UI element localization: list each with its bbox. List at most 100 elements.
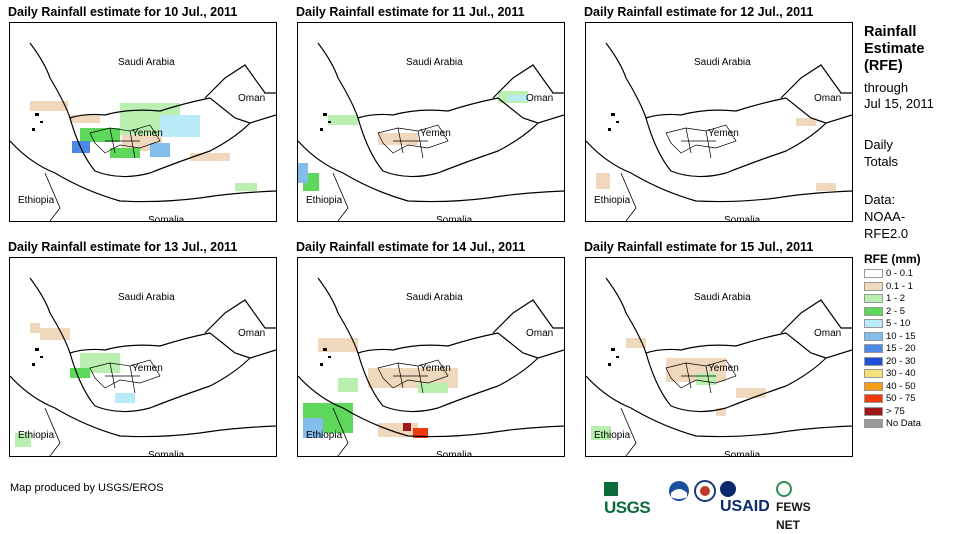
panel-title: Daily Rainfall estimate for 10 Jul., 201… xyxy=(8,5,238,19)
rainfall-map: Saudi Arabia Oman Yemen Ethiopia Somalia xyxy=(9,257,277,457)
sidebar-through-date: through Jul 15, 2011 xyxy=(864,80,934,111)
legend-swatch xyxy=(864,294,883,303)
panel-title: Daily Rainfall estimate for 12 Jul., 201… xyxy=(584,5,814,19)
rainfall-area xyxy=(160,115,200,137)
africa-coastline xyxy=(10,140,276,203)
governorate-boundaries xyxy=(89,359,161,389)
map-label-yemen: Yemen xyxy=(708,363,739,374)
panel-title: Daily Rainfall estimate for 14 Jul., 201… xyxy=(296,240,526,254)
red-sea-islands xyxy=(320,113,331,131)
rainfall-area xyxy=(328,115,358,125)
rainfall-area xyxy=(235,183,257,191)
legend-swatch xyxy=(864,306,883,316)
legend-label: 1 - 2 xyxy=(886,293,906,304)
red-sea-islands xyxy=(320,348,331,366)
ethiopia-border xyxy=(332,407,349,456)
legend-swatch xyxy=(864,281,883,291)
legend-swatch xyxy=(864,406,883,416)
governorate-boundaries xyxy=(105,362,140,394)
yemen-border xyxy=(645,97,827,124)
rainfall-area xyxy=(418,383,448,393)
map-label-yemen: Yemen xyxy=(708,128,739,139)
legend-label: 0 - 0.1 xyxy=(886,268,913,279)
legend-swatch xyxy=(864,394,883,403)
rainfall-map: Saudi Arabia Oman Yemen Ethiopia Somalia xyxy=(297,22,565,222)
map-label-saudi: Saudi Arabia xyxy=(694,292,751,303)
rainfall-area xyxy=(378,423,418,437)
map-label-somalia: Somalia xyxy=(148,450,185,456)
oman-border xyxy=(780,64,852,99)
governorate-boundaries xyxy=(393,127,428,159)
oman-border xyxy=(204,64,276,99)
usaid-seal-icon xyxy=(720,480,736,497)
rainfall-area xyxy=(303,418,323,438)
map-label-oman: Oman xyxy=(526,328,553,339)
usgs-wave-icon xyxy=(604,481,618,496)
ethiopia-border xyxy=(44,172,61,221)
map-panel-jul-12: Daily Rainfall estimate for 12 Jul., 201… xyxy=(584,5,854,223)
legend-label: 2 - 5 xyxy=(886,305,906,317)
ethiopia-border xyxy=(44,407,61,456)
map-panel-jul-15: Daily Rainfall estimate for 15 Jul., 201… xyxy=(584,240,854,458)
map-panel-jul-10: Daily Rainfall estimate for 10 Jul., 201… xyxy=(8,5,278,223)
rainfall-area xyxy=(413,428,428,438)
oman-border xyxy=(492,299,564,334)
rainfall-area xyxy=(696,373,716,385)
rainfall-area xyxy=(70,368,90,378)
yemen-border xyxy=(69,97,251,124)
rainfall-area xyxy=(626,338,646,348)
noaa-logo-icon xyxy=(668,480,690,502)
credit-text: Map produced by USGS/EROS xyxy=(10,482,164,494)
rainfall-area xyxy=(190,153,230,161)
red-sea-islands xyxy=(608,113,619,131)
coastline xyxy=(605,42,852,178)
rainfall-area xyxy=(150,143,170,157)
africa-coastline xyxy=(298,140,564,203)
legend-label: 15 - 20 xyxy=(886,343,916,354)
map-label-oman: Oman xyxy=(526,93,553,104)
map-label-oman: Oman xyxy=(814,93,841,104)
legend-label: No Data xyxy=(886,418,921,429)
rainfall-area xyxy=(70,115,100,123)
rainfall-area xyxy=(716,408,726,416)
map-label-ethiopia: Ethiopia xyxy=(306,430,343,441)
map-label-yemen: Yemen xyxy=(420,363,451,374)
map-label-yemen: Yemen xyxy=(132,128,163,139)
ethiopia-border xyxy=(332,172,349,221)
map-panel-jul-13: Daily Rainfall estimate for 13 Jul., 201… xyxy=(8,240,278,458)
map-label-saudi: Saudi Arabia xyxy=(694,57,751,68)
map-label-saudi: Saudi Arabia xyxy=(406,292,463,303)
sidebar-title: Rainfall Estimate (RFE) xyxy=(864,24,925,74)
map-label-ethiopia: Ethiopia xyxy=(18,195,55,206)
governorate-boundaries xyxy=(665,359,737,389)
rainfall-area xyxy=(298,163,308,183)
map-label-oman: Oman xyxy=(238,93,265,104)
oman-border xyxy=(780,299,852,334)
map-label-ethiopia: Ethiopia xyxy=(18,430,55,441)
legend-swatch xyxy=(864,419,883,428)
rainfall-area xyxy=(796,118,816,126)
rainfall-area xyxy=(110,148,140,158)
rainfall-area xyxy=(318,338,358,352)
fews-net-logo: FEWS NET xyxy=(776,480,811,532)
rainfall-area xyxy=(508,95,528,101)
oman-border xyxy=(204,299,276,334)
legend-label: 30 - 40 xyxy=(886,368,916,379)
rainfall-area xyxy=(115,393,135,403)
map-label-saudi: Saudi Arabia xyxy=(118,292,175,303)
rainfall-map: Saudi Arabia Oman Yemen Ethiopia Somalia xyxy=(585,257,853,457)
usgs-logo: USGS xyxy=(604,480,651,517)
coastline xyxy=(29,42,276,178)
map-label-yemen: Yemen xyxy=(132,363,163,374)
red-sea-islands xyxy=(32,113,43,131)
legend-label: 50 - 75 xyxy=(886,393,916,404)
map-label-somalia: Somalia xyxy=(436,450,473,456)
yemen-border xyxy=(645,332,827,359)
map-label-saudi: Saudi Arabia xyxy=(118,57,175,68)
map-label-somalia: Somalia xyxy=(724,215,761,221)
rainfall-area xyxy=(378,133,418,145)
rainfall-area xyxy=(80,128,120,142)
rainfall-map: Saudi Arabia Oman Yemen Ethiopia Somalia xyxy=(297,257,565,457)
map-panel-jul-11: Daily Rainfall estimate for 11 Jul., 201… xyxy=(296,5,566,223)
governorate-boundaries xyxy=(665,124,737,154)
